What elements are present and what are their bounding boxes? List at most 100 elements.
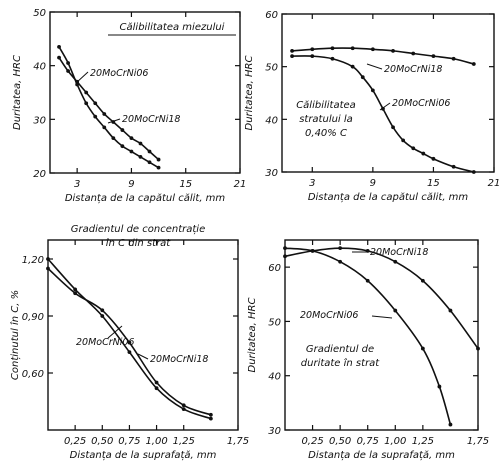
chart-2-y-tick-label: 60 xyxy=(265,10,278,21)
chart-3-x-tick-label: 0,50 xyxy=(91,436,113,447)
chart-2-series-point xyxy=(431,54,436,59)
chart-4-y-tick-label: 50 xyxy=(268,317,281,328)
chart-1-y-axis-label: Duritatea, HRC xyxy=(12,55,23,130)
chart-1-y-tick-label: 20 xyxy=(33,169,46,180)
chart-1-y-tick-label: 40 xyxy=(33,62,46,73)
chart-2-series-point xyxy=(360,75,365,80)
chart-2-series-point xyxy=(431,156,436,161)
chart-1-series-point xyxy=(66,61,70,65)
chart-4-y-axis-label: Duritatea, HRC xyxy=(247,297,258,372)
chart-2-series-label: 20MoCrNi06 xyxy=(392,98,450,109)
chart-4-x-tick-label: 0,50 xyxy=(329,436,351,447)
chart-1-x-tick-label: 21 xyxy=(234,179,247,190)
chart-3-x-tick-label: 1,25 xyxy=(173,436,195,447)
chart-3-series-point xyxy=(127,350,132,354)
chart-3-series-point xyxy=(127,340,132,345)
chart-2-series-point xyxy=(401,138,406,143)
chart-4-x-tick-label: 1,00 xyxy=(384,436,406,447)
chart-2-y-tick-label: 30 xyxy=(265,168,278,179)
chart-1-series-point xyxy=(120,144,125,149)
chart-2-series-line-1 xyxy=(292,47,475,65)
chart-4-series-point xyxy=(420,278,425,283)
chart-4-x-tick-label: 0,75 xyxy=(357,436,379,447)
chart-4-series-point xyxy=(393,259,398,264)
chart-2-series-point xyxy=(471,170,476,174)
chart-2-series-point xyxy=(350,46,355,51)
chart-4-series-point xyxy=(448,308,453,313)
chart-4-series-point xyxy=(448,422,453,427)
chart-3-series-point xyxy=(46,266,50,271)
chart-2-y-tick-label: 50 xyxy=(265,63,278,74)
chart-4-series-point xyxy=(420,346,425,351)
chart-3-y-axis-label: Conținutul în C, % xyxy=(9,290,21,380)
chart-4-annotation-line: duritate în strat xyxy=(301,357,381,369)
chart-2-frame xyxy=(281,13,495,173)
chart-2-x-tick-label: 15 xyxy=(427,178,440,189)
chart-1-x-tick-label: 3 xyxy=(74,179,80,190)
chart-2-series-point xyxy=(411,146,416,151)
chart-1-series-label: 20MoCrNi18 xyxy=(122,114,180,125)
chart-1-frame xyxy=(49,11,241,174)
chart-3-series-point xyxy=(154,380,159,385)
chart-4-x-tick-label: 1,25 xyxy=(412,436,434,447)
chart-4-series-label: 20MoCrNi18 xyxy=(370,247,428,258)
chart-4-series-line-2 xyxy=(284,247,452,425)
chart-1-series-point xyxy=(156,165,161,170)
chart-2-annotation-line: 0,40% C xyxy=(305,128,347,139)
chart-1-x-axis-label: Distanța de la capătul călit, mm xyxy=(65,193,226,204)
chart-4-label-leader xyxy=(371,315,393,319)
chart-1-series-point xyxy=(147,149,152,154)
chart-4-series-point xyxy=(283,246,287,251)
chart-2-series-point xyxy=(290,54,294,59)
chart-3-label-leader xyxy=(137,353,149,360)
chart-1-series-point xyxy=(102,112,107,116)
chart-3-series-point xyxy=(154,386,159,391)
chart-2-label-leader xyxy=(379,102,391,111)
chart-3-series-point xyxy=(208,416,213,421)
chart-4-x-tick-label: 0,25 xyxy=(301,436,323,447)
chart-3-y-tick-label: 0,90 xyxy=(22,312,44,323)
chart-3-series-point xyxy=(181,403,186,408)
chart-1-y-tick-label: 30 xyxy=(33,115,46,126)
chart-2-y-axis-label: Duritatea, HRC xyxy=(244,55,255,130)
chart-2-series-point xyxy=(370,88,375,93)
chart-3-x-tick-label: 0,75 xyxy=(118,436,140,447)
chart-3-x-axis-label: Distanța de la suprafață, mm xyxy=(70,450,217,461)
chart-1-y-tick-label: 50 xyxy=(33,8,46,19)
chart-4-series-point xyxy=(338,259,343,264)
chart-1-series-point xyxy=(102,125,107,130)
chart-4-frame xyxy=(284,239,479,431)
chart-3-series-point xyxy=(181,407,186,411)
chart-3-series-point xyxy=(73,287,78,292)
chart-4-series-point xyxy=(393,308,398,313)
chart-1-series-point xyxy=(156,157,161,162)
chart-1-series-point xyxy=(93,114,98,119)
chart-1-series-line-1 xyxy=(58,46,159,169)
chart-2-series-point xyxy=(421,151,426,156)
chart-1-series-point xyxy=(93,101,98,106)
chart-4-series-label: 20MoCrNi06 xyxy=(300,310,358,321)
chart-2-series-point xyxy=(471,62,476,66)
chart-2-annotation-line: stratului la xyxy=(299,114,353,125)
chart-3-label-leader xyxy=(107,325,123,339)
chart-2-series-point xyxy=(370,47,375,52)
chart-2-label-leader xyxy=(366,63,383,70)
chart-4-x-tick-label: 1,75 xyxy=(467,436,489,447)
chart-4-series-line-1 xyxy=(284,247,479,350)
chart-4-series-point xyxy=(338,246,343,251)
chart-1-series-point xyxy=(120,128,125,132)
chart-2-x-tick-label: 21 xyxy=(488,178,500,189)
chart-1-series-point xyxy=(84,101,89,106)
chart-2-series-point xyxy=(330,56,335,61)
chart-1-series-label: 20MoCrNi06 xyxy=(90,68,148,79)
chart-3-y-tick-label: 0,60 xyxy=(22,369,44,380)
chart-2-series-point xyxy=(451,164,456,169)
chart-1-label-leader xyxy=(75,71,89,84)
chart-4-series-point xyxy=(283,254,287,259)
chart-4-x-axis-label: Distanța de la suprafață, mm xyxy=(308,450,455,461)
chart-3-annotation-line: Gradientul de concentrație xyxy=(71,224,205,235)
chart-1-series-point xyxy=(57,55,61,60)
chart-4-y-tick-label: 40 xyxy=(268,372,281,383)
chart-3-x-tick-label: 1,00 xyxy=(145,436,167,447)
